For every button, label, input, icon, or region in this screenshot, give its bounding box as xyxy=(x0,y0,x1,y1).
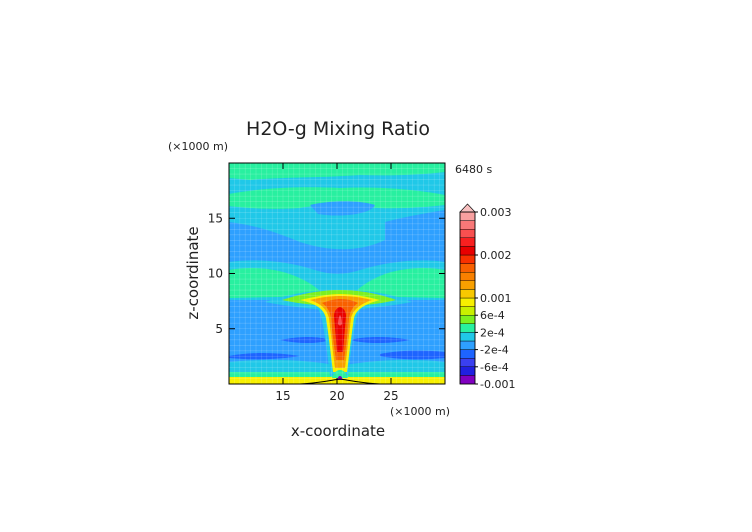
colorbar-swatch xyxy=(459,297,476,307)
colorbar-swatch xyxy=(459,272,476,282)
colorbar-swatch xyxy=(459,263,476,273)
plume-base-green xyxy=(332,370,348,378)
colorbar-tick-label: 2e-4 xyxy=(480,326,505,339)
y-axis-unit: (×1000 m) xyxy=(168,140,228,153)
colorbar-swatch xyxy=(459,306,476,316)
colorbar-swatch xyxy=(459,366,476,376)
colorbar-swatch xyxy=(459,332,476,342)
y-axis-label: z-coordinate xyxy=(184,226,202,319)
plot-area xyxy=(229,163,445,384)
colorbar-swatch xyxy=(459,289,476,299)
colorbar-tick-label: 0.001 xyxy=(480,292,512,305)
colorbar-swatch xyxy=(459,237,476,247)
colorbar-tick-label: 0.003 xyxy=(480,206,512,219)
colorbar-swatch xyxy=(459,228,476,238)
plume-max-pink xyxy=(338,315,342,326)
colorbar-tick-label: -6e-4 xyxy=(480,361,509,374)
colorbar-swatch xyxy=(459,323,476,333)
colorbar-swatch xyxy=(459,254,476,264)
y-tick-label: 15 xyxy=(208,211,223,225)
plume-red-core xyxy=(334,307,346,352)
x-tick-label: 15 xyxy=(275,389,290,403)
colorbar-over-arrow xyxy=(459,203,476,213)
colorbar-swatch xyxy=(459,246,476,256)
time-label: 6480 s xyxy=(455,163,492,176)
y-tick-label: 10 xyxy=(208,267,223,281)
chart-title: H2O-g Mixing Ratio xyxy=(246,118,430,140)
colorbar-swatch xyxy=(459,375,476,385)
contour-upper-green-band xyxy=(229,187,445,209)
colorbar-tick-label: 6e-4 xyxy=(480,309,505,322)
x-tick-label: 25 xyxy=(383,389,398,403)
grid-overlay xyxy=(229,163,445,384)
colorbar: -0.001 -6e-4 -2e-4 2e-4 6e-4 0.001 0.002 0.003 xyxy=(459,203,515,391)
terrain-line xyxy=(229,378,445,384)
contour-mid-green-right xyxy=(352,268,445,298)
colorbar-tick-label: 0.002 xyxy=(480,249,512,262)
colorbar-swatch xyxy=(459,220,476,230)
colorbar-swatch xyxy=(459,340,476,350)
colorbar-tick-label: -2e-4 xyxy=(480,344,509,357)
x-axis-unit: (×1000 m) xyxy=(390,405,450,418)
colorbar-swatch xyxy=(459,358,476,368)
x-tick-label: 20 xyxy=(329,389,344,403)
colorbar-swatch xyxy=(459,349,476,359)
contour-mid-green-left xyxy=(229,268,325,298)
contour-upper-blue-pocket xyxy=(310,201,375,216)
colorbar-swatch xyxy=(459,211,476,221)
colorbar-tick-label: -0.001 xyxy=(480,378,515,391)
colorbar-swatch xyxy=(459,315,476,325)
contour-lower-blue-streaks xyxy=(229,337,445,360)
x-axis-label: x-coordinate xyxy=(291,422,385,440)
y-tick-label: 5 xyxy=(215,322,223,336)
axes: 15 20 25 5 10 15 xyxy=(208,163,445,403)
colorbar-swatch xyxy=(459,280,476,290)
